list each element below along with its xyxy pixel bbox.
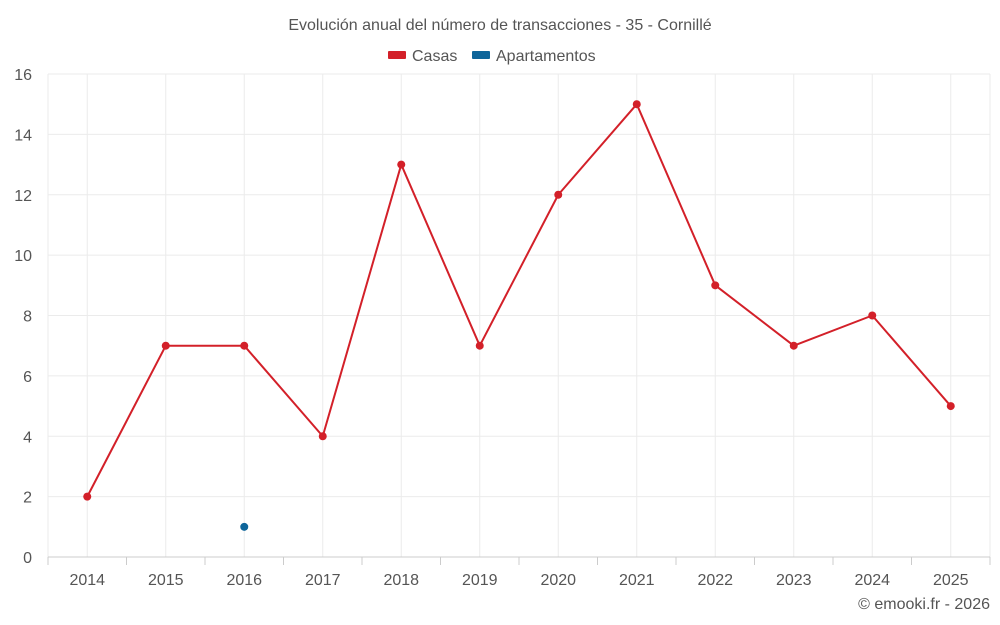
- y-axis: 0 2 4 6 8 10 12 14 16: [14, 67, 32, 567]
- credit-text: © emooki.fr - 2026: [858, 596, 990, 613]
- x-tick-label: 2022: [697, 572, 733, 589]
- data-point-casas[interactable]: [868, 311, 877, 320]
- x-tick-label: 2019: [462, 572, 498, 589]
- data-point-casas[interactable]: [711, 281, 720, 290]
- legend-swatch-casas: [388, 51, 406, 59]
- x-tick-label: 2014: [69, 572, 105, 589]
- data-point-casas[interactable]: [83, 492, 92, 501]
- legend: Casas Apartamentos: [388, 48, 596, 65]
- data-point-casas[interactable]: [240, 341, 249, 350]
- x-tick-label: 2016: [226, 572, 262, 589]
- data-point-casas[interactable]: [475, 341, 484, 350]
- y-tick-label: 10: [14, 248, 32, 265]
- series-line-casas: [86, 103, 952, 498]
- x-tick-label: 2021: [619, 572, 655, 589]
- y-tick-label: 0: [23, 550, 32, 567]
- x-tick-label: 2025: [933, 572, 969, 589]
- series-casas: [83, 100, 955, 501]
- y-tick-label: 12: [14, 188, 32, 205]
- legend-label-casas: Casas: [412, 48, 457, 65]
- y-tick-label: 14: [14, 127, 32, 144]
- x-tick-label: 2017: [305, 572, 341, 589]
- gridlines: [47, 73, 991, 558]
- data-point-casas[interactable]: [318, 432, 327, 441]
- data-point-casas[interactable]: [397, 160, 406, 169]
- legend-item-apartamentos[interactable]: Apartamentos: [472, 48, 596, 65]
- x-axis: 2014 2015 2016 2017 2018 2019 2020 2021 2022 2023…: [47, 557, 991, 589]
- y-tick-label: 16: [14, 67, 32, 84]
- y-tick-label: 2: [23, 490, 32, 507]
- chart-title: Evolución anual del número de transaccio…: [288, 17, 711, 34]
- x-tick-label: 2024: [854, 572, 890, 589]
- y-tick-label: 4: [23, 429, 32, 446]
- data-point-casas[interactable]: [946, 402, 955, 411]
- x-tick-label: 2020: [540, 572, 576, 589]
- legend-label-apartamentos: Apartamentos: [496, 48, 596, 65]
- x-tick-label: 2023: [776, 572, 812, 589]
- data-point-casas[interactable]: [161, 341, 170, 350]
- y-tick-label: 6: [23, 369, 32, 386]
- x-tick-label: 2018: [383, 572, 419, 589]
- data-point-casas[interactable]: [632, 100, 641, 109]
- y-tick-label: 8: [23, 309, 32, 326]
- data-point-apartamentos[interactable]: [240, 522, 249, 531]
- series-layer: [83, 100, 955, 531]
- legend-item-casas[interactable]: Casas: [388, 48, 457, 65]
- data-point-casas[interactable]: [789, 341, 798, 350]
- data-point-casas[interactable]: [554, 190, 563, 199]
- series-apartamentos: [240, 522, 249, 531]
- x-tick-label: 2015: [148, 572, 184, 589]
- legend-swatch-apartamentos: [472, 51, 490, 59]
